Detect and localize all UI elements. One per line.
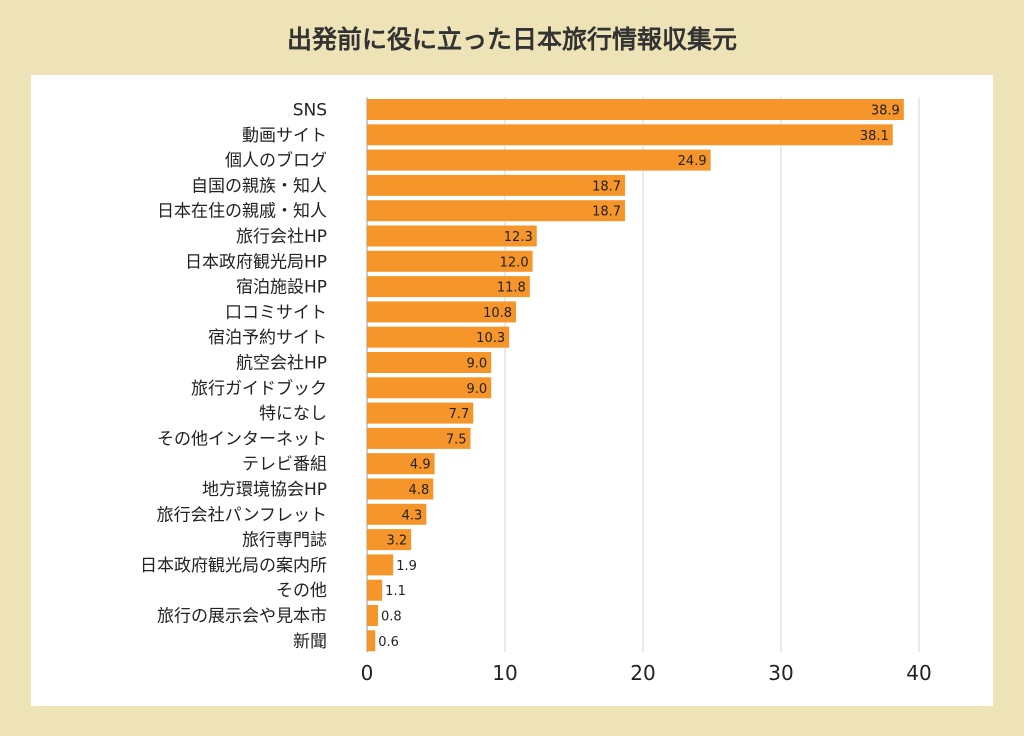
category-label: 旅行会社HP: [236, 227, 327, 247]
bar: [367, 529, 412, 551]
category-label: 旅行ガイドブック: [191, 378, 327, 399]
bar: [367, 225, 537, 247]
category-label: 航空会社HP: [236, 354, 327, 374]
category-label: その他: [276, 581, 327, 601]
category-label: 旅行の展示会や見本市: [157, 607, 327, 627]
value-label: 12.0: [500, 255, 529, 270]
bar: [367, 250, 533, 272]
bar: [367, 478, 434, 500]
bar: [367, 301, 517, 323]
bar: [367, 630, 376, 652]
bar: [367, 174, 626, 196]
bar: [367, 326, 510, 348]
value-label: 10.8: [483, 306, 512, 321]
value-label: 1.9: [396, 559, 417, 574]
category-label: 新聞: [293, 632, 327, 652]
category-label: 宿泊予約サイト: [208, 328, 327, 348]
category-label: 日本在住の親戚・知人: [157, 202, 327, 222]
value-label: 18.7: [592, 205, 621, 220]
value-label: 1.1: [385, 584, 406, 599]
value-label: 4.8: [409, 483, 430, 498]
category-label: 特になし: [259, 404, 327, 424]
value-label: 9.0: [467, 382, 488, 397]
value-label: 12.3: [504, 230, 533, 245]
bar: [367, 579, 383, 601]
value-label: 0.6: [378, 635, 399, 650]
value-label: 7.5: [446, 432, 467, 447]
category-label: その他インターネット: [157, 429, 327, 449]
value-label: 4.9: [410, 458, 431, 473]
category-label: 旅行会社パンフレット: [157, 505, 327, 525]
value-label: 24.9: [678, 154, 707, 169]
value-label: 38.9: [871, 104, 900, 119]
bar: [367, 377, 492, 399]
x-tick-label: 0: [361, 661, 374, 685]
value-label: 11.8: [497, 281, 526, 296]
value-label: 0.8: [381, 610, 402, 625]
bar: [367, 453, 435, 475]
bar: [367, 352, 492, 373]
bar: [367, 554, 394, 576]
value-label: 9.0: [467, 357, 488, 372]
x-tick-label: 40: [906, 661, 931, 685]
x-tick-label: 30: [768, 661, 793, 685]
value-label: 18.7: [592, 179, 621, 194]
bar: [367, 200, 626, 222]
chart-title: 出発前に役に立った日本旅行情報収集元: [286, 25, 737, 54]
category-label: 地方環境協会HP: [202, 480, 327, 500]
category-label: 日本政府観光局HP: [185, 252, 327, 272]
category-label: 旅行専門誌: [242, 531, 327, 551]
category-label: 日本政府観光局の案内所: [140, 556, 327, 576]
category-label: 口コミサイト: [225, 303, 327, 323]
category-label: 個人のブログ: [225, 150, 327, 171]
value-label: 4.3: [402, 508, 423, 523]
value-label: 7.7: [449, 407, 470, 422]
bar: [367, 402, 474, 424]
category-label: SNS: [293, 101, 327, 121]
category-label: テレビ番組: [242, 455, 327, 475]
value-label: 3.2: [386, 534, 407, 549]
bar: [367, 276, 530, 298]
bar: [367, 124, 893, 146]
bar: [367, 99, 904, 120]
category-label: 動画サイト: [242, 126, 327, 146]
bar: [367, 427, 471, 449]
bar: [367, 149, 711, 171]
bar: [367, 605, 379, 626]
x-tick-label: 10: [492, 661, 517, 685]
value-label: 38.1: [860, 129, 889, 144]
x-tick-label: 20: [630, 661, 655, 685]
value-label: 10.3: [476, 331, 505, 346]
bar: [367, 503, 427, 525]
category-label: 自国の親族・知人: [191, 176, 327, 196]
category-label: 宿泊施設HP: [236, 278, 327, 298]
